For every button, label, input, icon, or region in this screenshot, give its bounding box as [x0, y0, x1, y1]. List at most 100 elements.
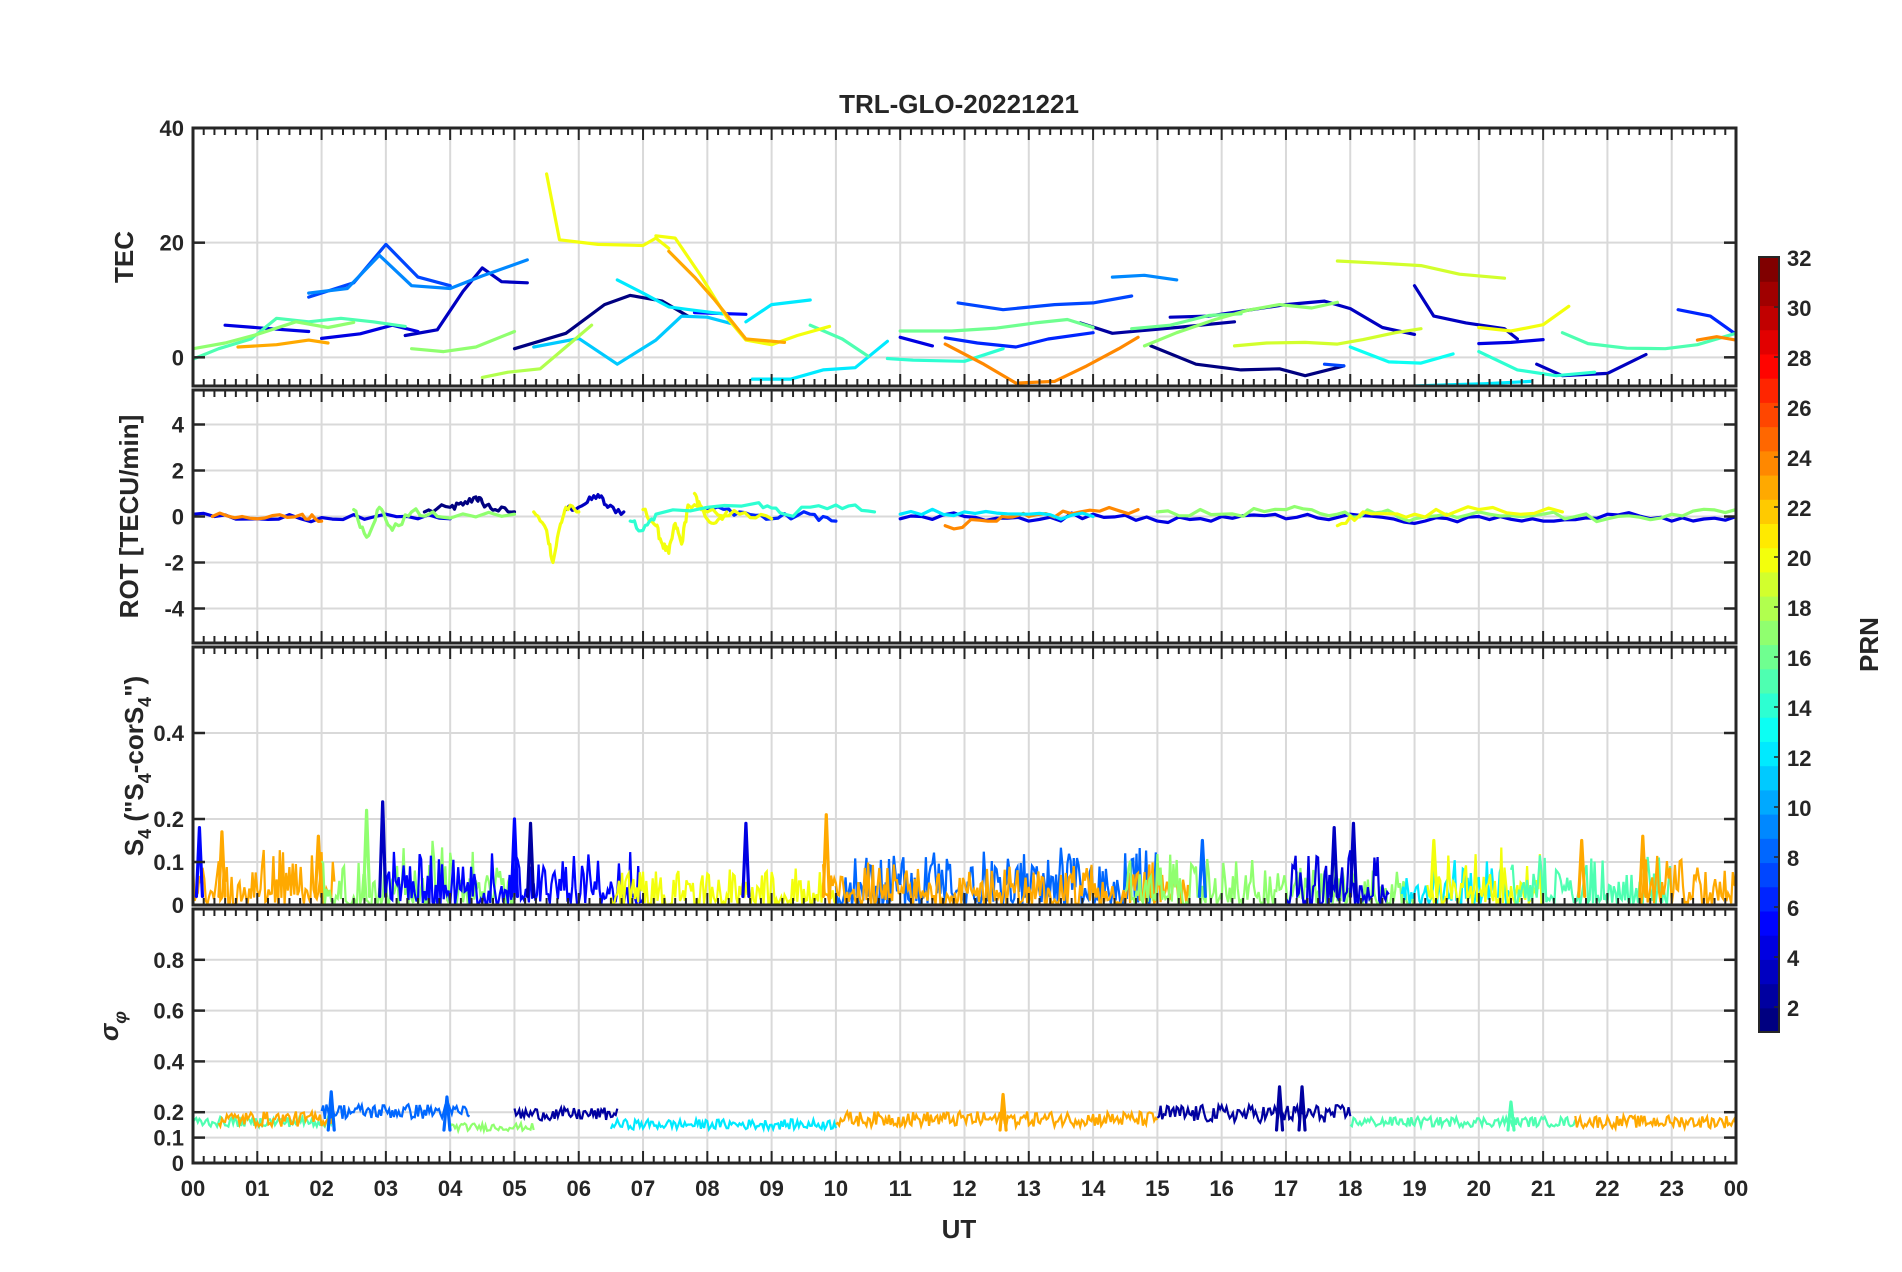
- series-prn-20: [545, 172, 671, 250]
- y-tick-label: 0: [172, 1151, 184, 1176]
- x-tick-label: 08: [695, 1176, 719, 1201]
- series-prn-11: [532, 314, 735, 366]
- band-prn-23: [1638, 855, 1736, 905]
- band-prn-2: [1156, 1101, 1352, 1126]
- colorbar-segment: [1759, 596, 1779, 621]
- band-prn-23: [193, 849, 336, 905]
- x-tick-label: 06: [567, 1176, 591, 1201]
- colorbar-tick-label: 4: [1787, 946, 1800, 971]
- x-tick-label: 11: [889, 1176, 912, 1201]
- y-tick-label: -4: [164, 597, 184, 622]
- series-prn-16: [898, 317, 1095, 333]
- x-tick-label: 05: [502, 1176, 526, 1201]
- spike-prn-2: [525, 821, 536, 898]
- y-tick-label: 0.2: [153, 1100, 184, 1125]
- series-prn-6: [943, 331, 1095, 349]
- series-prn-12: [744, 298, 812, 324]
- series-prn-4: [898, 511, 1736, 525]
- spike-prn-5: [509, 817, 520, 898]
- x-tick-label: 21: [1531, 1176, 1555, 1201]
- colorbar-tick-label: 20: [1787, 546, 1811, 571]
- x-axis-label: UT: [942, 1214, 977, 1244]
- spike-prn-3: [378, 800, 388, 898]
- y-tick-label: 2: [172, 459, 184, 484]
- x-tick-label: 10: [824, 1176, 848, 1201]
- panel-4: 00.10.2 0.4 0.6 0.8 σφ 00 01 02 03 04 05 06 07 08 09 10…: [94, 907, 1748, 1201]
- y-tick-label: 0.4: [153, 1049, 184, 1074]
- colorbar-segment: [1759, 329, 1779, 355]
- y-tick-label: 20: [160, 231, 184, 256]
- spike-prn-17: [361, 808, 372, 898]
- y-tick-label: 0: [172, 893, 184, 918]
- x-tick-label: 07: [631, 1176, 655, 1201]
- colorbar-segment: [1759, 426, 1779, 452]
- y-axis-label: ROT [TECU/min]: [114, 415, 144, 619]
- spike-prn-8: [442, 1095, 452, 1132]
- series-prn-12: [615, 278, 729, 316]
- colorbar-segment: [1759, 499, 1779, 525]
- spike-prn-23: [217, 830, 227, 898]
- x-tick-label: 04: [438, 1176, 463, 1201]
- colorbar-segment: [1759, 474, 1779, 500]
- spike-prn-3: [1348, 821, 1359, 898]
- colorbar-tick-label: 32: [1787, 246, 1811, 271]
- x-tick-label: 09: [759, 1176, 783, 1201]
- x-tick-label: 15: [1145, 1176, 1169, 1201]
- series-prn-1: [1149, 344, 1346, 378]
- series-prn-23: [236, 338, 330, 349]
- y-tick-label: 0.1: [153, 1126, 184, 1151]
- colorbar-segment: [1759, 281, 1779, 307]
- colorbar-segment: [1759, 983, 1779, 1009]
- series-prn-20: [532, 503, 581, 565]
- band-prn-2: [513, 1104, 619, 1122]
- series-prn-24: [943, 335, 1140, 385]
- x-tick-label: 03: [374, 1176, 398, 1201]
- y-tick-label: 0.6: [153, 999, 184, 1024]
- colorbar-segment: [1759, 257, 1779, 282]
- series-prn-15: [1560, 331, 1736, 351]
- spike-prn-3: [1329, 826, 1339, 898]
- y-axis-label: σφ: [94, 1011, 130, 1041]
- spike-prn-8: [1197, 838, 1207, 898]
- colorbar-segment: [1759, 886, 1779, 912]
- series-prn-9: [307, 253, 529, 295]
- series-prn-16: [1130, 312, 1243, 331]
- panel-data: [193, 172, 1736, 386]
- series-prn-7: [307, 242, 452, 299]
- series-prn-18: [480, 323, 594, 379]
- x-tick-label: 19: [1402, 1176, 1426, 1201]
- series-prn-4: [898, 335, 934, 348]
- series-prn-6: [1676, 308, 1736, 336]
- series-prn-4: [1477, 338, 1545, 346]
- colorbar-segment: [1759, 741, 1779, 767]
- series-prn-24: [943, 505, 1140, 531]
- series-prn-3: [564, 493, 626, 516]
- colorbar-tick-label: 26: [1787, 396, 1811, 421]
- y-tick-label: 0.8: [153, 948, 184, 973]
- colorbar-segment: [1759, 814, 1779, 839]
- colorbar-segment: [1759, 692, 1779, 718]
- series-prn-12: [898, 507, 1095, 521]
- y-tick-label: 0: [172, 345, 184, 370]
- colorbar-tick-label: 22: [1787, 496, 1811, 521]
- spike-prn-23: [821, 813, 831, 898]
- colorbar-segment: [1759, 862, 1779, 888]
- series-prn-20: [1335, 505, 1564, 528]
- series-prn-24: [1695, 335, 1736, 342]
- band-prn-20: [609, 868, 837, 905]
- series-prn-1: [512, 293, 690, 351]
- x-tick-label: 22: [1595, 1176, 1619, 1201]
- colorbar-segment: [1759, 402, 1779, 428]
- colorbar-tick-label: 8: [1787, 846, 1799, 871]
- band-prn-17: [449, 1119, 535, 1135]
- series-prn-17: [193, 320, 356, 351]
- band-prn-15: [193, 1113, 336, 1130]
- series-prn-7: [956, 294, 1134, 312]
- x-tick-label: 16: [1209, 1176, 1233, 1201]
- x-tick-label: 02: [309, 1176, 333, 1201]
- colorbar-segment: [1759, 935, 1779, 960]
- band-prn-12: [609, 1115, 837, 1133]
- series-prn-20: [692, 491, 729, 525]
- y-tick-label: 4: [172, 413, 185, 438]
